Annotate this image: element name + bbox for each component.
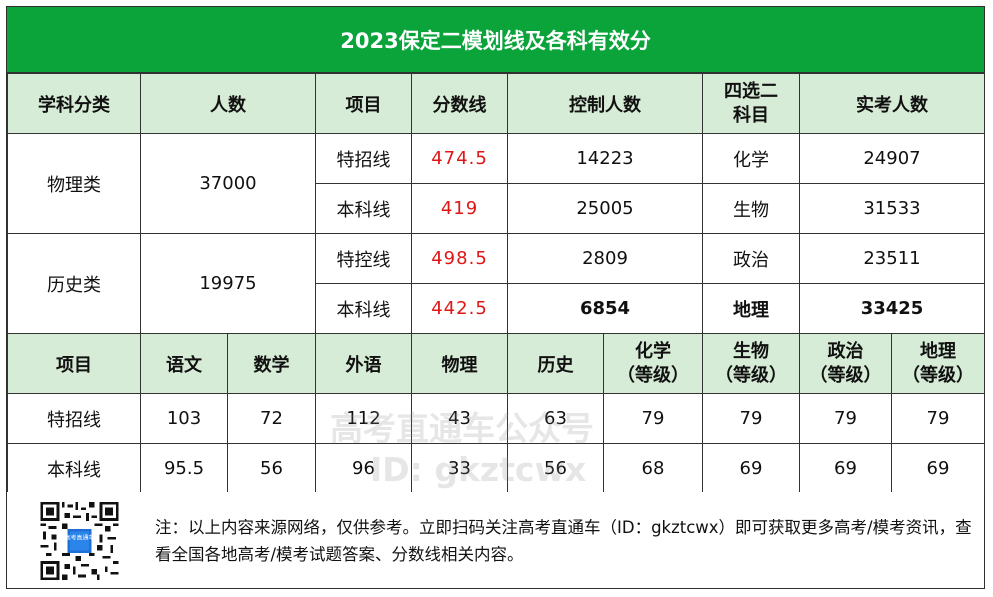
header-count: 人数 bbox=[140, 73, 316, 134]
qr-code-icon[interactable]: 高考直通车 bbox=[37, 502, 122, 580]
table-cell: 69 bbox=[702, 443, 800, 494]
score-line-table: 学科分类 人数 项目 分数线 控制人数 四选二 科目 实考人数 物理类 3700… bbox=[7, 73, 985, 334]
header-item: 项目 bbox=[315, 73, 412, 134]
table-cell: 112 bbox=[315, 393, 412, 444]
header-subject: 四选二 科目 bbox=[702, 73, 800, 134]
item-cell: 特控线 bbox=[315, 233, 412, 284]
table-row: 本科线 419 25005 生物 31533 bbox=[8, 183, 985, 234]
control-cell: 2809 bbox=[507, 233, 703, 284]
header-chemistry: 化学 （等级） bbox=[603, 333, 703, 394]
item-cell: 本科线 bbox=[315, 183, 412, 234]
table-cell: 69 bbox=[799, 443, 892, 494]
header-control: 控制人数 bbox=[507, 73, 703, 134]
header-row: 学科分类 人数 项目 分数线 控制人数 四选二 科目 实考人数 bbox=[7, 73, 985, 134]
score-cell: 474.5 bbox=[411, 133, 508, 184]
item-cell: 特招线 bbox=[315, 133, 412, 184]
table-cell: 79 bbox=[891, 393, 985, 444]
score-cell: 419 bbox=[411, 183, 508, 234]
table-cell: 79 bbox=[799, 393, 892, 444]
table-cell: 56 bbox=[507, 443, 604, 494]
footer-note: 注：以上内容来源网络，仅供参考。立即扫码关注高考直通车（ID：gkztcwx）即… bbox=[155, 518, 972, 564]
page-title: 2023保定二模划线及各科有效分 bbox=[7, 7, 984, 73]
title-text: 2023保定二模划线及各科有效分 bbox=[340, 28, 651, 53]
header-category: 学科分类 bbox=[7, 73, 141, 134]
header-foreign-language: 外语 bbox=[315, 333, 412, 394]
count-cell: 19975 bbox=[140, 233, 316, 334]
table-cell: 72 bbox=[227, 393, 316, 444]
table-cell: 96 bbox=[315, 443, 412, 494]
actual-cell: 24907 bbox=[799, 133, 985, 184]
table-row: 本科线 95.5 56 96 33 56 68 69 69 69 bbox=[7, 443, 985, 494]
table-frame bbox=[6, 6, 985, 589]
actual-cell: 23511 bbox=[799, 233, 985, 284]
header-politics: 政治 （等级） bbox=[799, 333, 892, 394]
table-row: 本科线 442.5 6854 地理 33425 bbox=[8, 283, 985, 334]
table-cell: 79 bbox=[702, 393, 800, 444]
table-cell: 69 bbox=[891, 443, 985, 494]
row-label: 本科线 bbox=[7, 443, 141, 494]
header-chinese: 语文 bbox=[140, 333, 228, 394]
header-row: 项目 语文 数学 外语 物理 历史 化学 （等级） 生物 （等级） 政治 （等级… bbox=[7, 333, 985, 394]
subject-score-table: 项目 语文 数学 外语 物理 历史 化学 （等级） 生物 （等级） 政治 （等级… bbox=[7, 333, 985, 494]
row-label: 特招线 bbox=[7, 393, 141, 444]
control-cell: 14223 bbox=[507, 133, 703, 184]
control-cell: 6854 bbox=[507, 283, 703, 334]
table-cell: 68 bbox=[603, 443, 703, 494]
category-cell: 历史类 bbox=[7, 233, 141, 334]
actual-cell: 31533 bbox=[799, 183, 985, 234]
table-row: 特招线 103 72 112 43 63 79 79 79 79 bbox=[7, 393, 985, 444]
header-biology: 生物 （等级） bbox=[702, 333, 800, 394]
table-row: 历史类 19975 特控线 498.5 2809 政治 23511 bbox=[7, 233, 985, 334]
qr-caption: 高考直通车 bbox=[65, 534, 95, 542]
subject-cell: 生物 bbox=[702, 183, 800, 234]
table-cell: 33 bbox=[411, 443, 508, 494]
item-cell: 本科线 bbox=[315, 283, 412, 334]
header-history: 历史 bbox=[507, 333, 604, 394]
table-cell: 95.5 bbox=[140, 443, 228, 494]
header-geography: 地理 （等级） bbox=[891, 333, 985, 394]
count-cell: 37000 bbox=[140, 133, 316, 234]
subject-cell: 地理 bbox=[702, 283, 800, 334]
category-cell: 物理类 bbox=[7, 133, 141, 234]
table-cell: 43 bbox=[411, 393, 508, 444]
footer-note-area: 高考直通车 注：以上内容来源网络，仅供参考。立即扫码关注高考直通车（ID：gkz… bbox=[7, 492, 984, 588]
header-math: 数学 bbox=[227, 333, 316, 394]
subject-cell: 政治 bbox=[702, 233, 800, 284]
header-score: 分数线 bbox=[411, 73, 508, 134]
table-cell: 63 bbox=[507, 393, 604, 444]
score-cell: 442.5 bbox=[411, 283, 508, 334]
control-cell: 25005 bbox=[507, 183, 703, 234]
table-cell: 79 bbox=[603, 393, 703, 444]
header-actual: 实考人数 bbox=[799, 73, 985, 134]
actual-cell: 33425 bbox=[799, 283, 985, 334]
header-item: 项目 bbox=[7, 333, 141, 394]
table-cell: 103 bbox=[140, 393, 228, 444]
score-cell: 498.5 bbox=[411, 233, 508, 284]
table-cell: 56 bbox=[227, 443, 316, 494]
table-row: 物理类 37000 特招线 474.5 14223 化学 24907 bbox=[7, 133, 985, 234]
subject-cell: 化学 bbox=[702, 133, 800, 184]
header-physics: 物理 bbox=[411, 333, 508, 394]
